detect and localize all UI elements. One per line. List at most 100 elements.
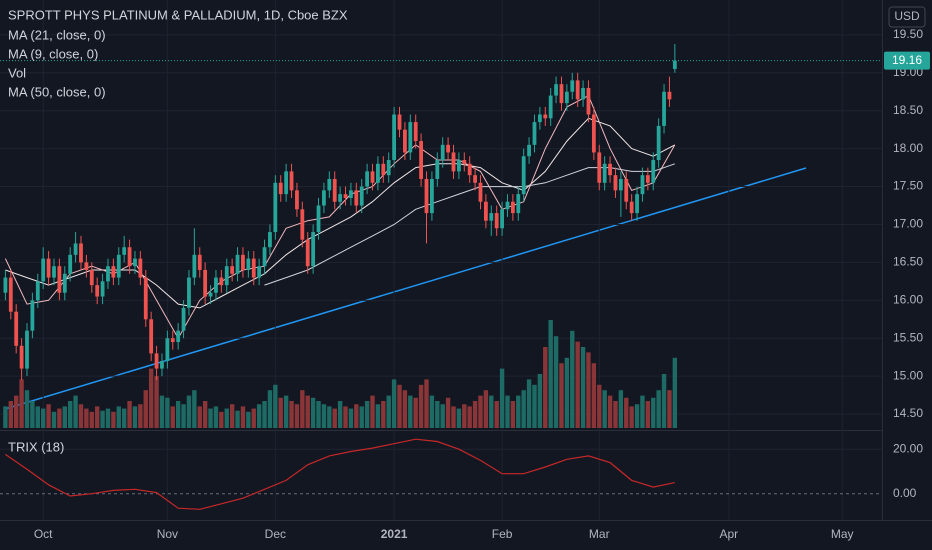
candle-body	[219, 277, 224, 286]
volume-bar	[429, 395, 435, 428]
candle-body	[424, 178, 429, 214]
volume-bar	[408, 395, 413, 428]
volume-bar	[489, 395, 494, 428]
volume-bar	[283, 395, 289, 428]
volume-bar	[40, 408, 46, 428]
candle-body	[559, 84, 564, 104]
candle-body	[251, 258, 256, 278]
volume-bar	[456, 408, 462, 428]
candle-body	[635, 194, 639, 214]
volume-bar	[175, 401, 181, 428]
candle-body	[662, 91, 666, 126]
candle-body	[181, 307, 186, 331]
volume-bar	[121, 408, 127, 428]
volume-bar	[62, 406, 67, 428]
volume-bar	[24, 390, 30, 428]
candle-body	[386, 160, 391, 176]
candle-body	[170, 338, 175, 343]
volume-bar	[148, 368, 154, 428]
candle-body	[224, 266, 229, 286]
candle-body	[527, 144, 531, 157]
candle-body	[257, 266, 262, 278]
candle-body	[116, 254, 121, 278]
candle-body	[214, 277, 218, 293]
candle-body	[208, 292, 213, 297]
volume-bar	[138, 404, 143, 428]
chart-title: SPROTT PHYS PLATINUM & PALLADIUM, 1D, Cb…	[8, 7, 348, 22]
candle-body	[100, 281, 105, 297]
candle-body	[624, 178, 629, 202]
moving-average	[4, 94, 676, 340]
candle-body	[403, 129, 407, 153]
volume-bar	[397, 384, 402, 428]
volume-bar	[143, 390, 148, 428]
volume-bar	[35, 406, 40, 428]
candle-body	[354, 190, 359, 206]
candle-body	[608, 163, 612, 176]
candle-body	[440, 144, 445, 161]
candle-body	[187, 277, 191, 308]
currency-box	[888, 6, 926, 28]
candle-body	[392, 114, 397, 161]
candle-body	[548, 95, 553, 119]
y-tick-label: 18.00	[893, 141, 923, 155]
candle-body	[430, 178, 434, 214]
candle-body	[365, 171, 370, 187]
volume-bar	[267, 390, 273, 428]
volume-bar	[629, 406, 634, 428]
candle-body	[645, 175, 650, 183]
volume-bar	[208, 408, 213, 428]
candle-body	[672, 60, 677, 70]
candle-body	[575, 80, 580, 100]
candle-body	[133, 258, 137, 267]
volume-bar	[386, 395, 391, 428]
volume-bar	[100, 410, 105, 428]
volume-bar	[667, 390, 672, 428]
volume-bar	[661, 374, 667, 428]
volume-bar	[78, 404, 84, 428]
candle-body	[376, 163, 380, 183]
volume-bar	[3, 406, 8, 428]
volume-bar	[510, 401, 516, 428]
candle-body	[57, 266, 62, 293]
y-tick-label: 15.50	[893, 330, 923, 344]
volume-bar	[321, 404, 327, 428]
candle-body	[483, 201, 488, 221]
volume-bar	[645, 401, 651, 428]
y-tick-label: 16.00	[893, 292, 923, 306]
volume-bar	[73, 395, 78, 428]
candle-body	[419, 141, 424, 179]
volume-bar	[413, 397, 418, 428]
volume-bar	[256, 404, 262, 428]
candle-body	[613, 175, 618, 191]
volume-bar	[467, 406, 472, 428]
legend-entry: MA (21, close, 0)	[8, 27, 106, 42]
candle-body	[284, 171, 289, 195]
volume-bar	[30, 401, 35, 428]
volume-bar	[505, 395, 510, 428]
candle-body	[338, 194, 343, 202]
volume-bar	[483, 390, 489, 428]
candle-body	[143, 277, 148, 320]
candle-body	[349, 190, 353, 198]
volume-bar	[402, 390, 408, 428]
candle-body	[370, 171, 375, 183]
volume-bar	[424, 379, 429, 428]
volume-bar	[213, 406, 219, 428]
candle-body	[241, 254, 245, 270]
x-tick-label: Feb	[492, 527, 513, 541]
candle-body	[35, 281, 40, 301]
candle-body	[446, 144, 450, 153]
x-tick-label: Oct	[34, 527, 53, 541]
volume-bar	[51, 411, 57, 428]
volume-bar	[591, 363, 597, 428]
candle-body	[154, 353, 159, 369]
candle-body	[68, 254, 73, 274]
candle-body	[629, 201, 634, 214]
volume-bar	[613, 401, 618, 428]
candle-body	[30, 300, 35, 331]
volume-bar	[332, 408, 337, 428]
candle-body	[235, 254, 240, 274]
candle-body	[581, 87, 585, 100]
candle-body	[510, 201, 515, 214]
